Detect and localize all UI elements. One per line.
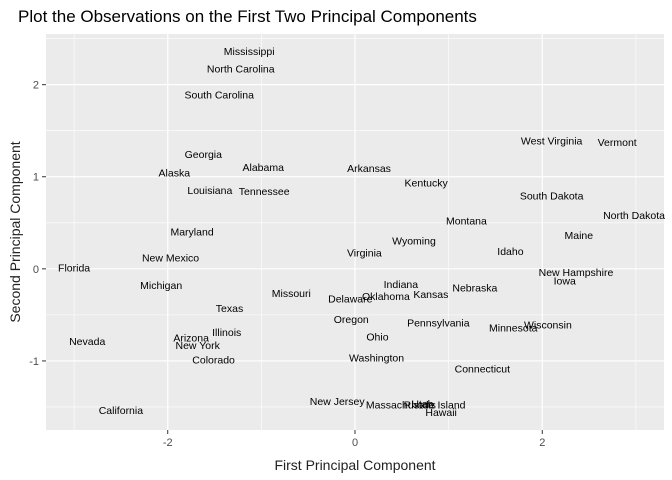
- point-label: Louisiana: [187, 185, 232, 197]
- point-label: Pennsylvania: [407, 318, 470, 330]
- point-label: Wyoming: [392, 236, 436, 248]
- point-label: Oregon: [334, 314, 369, 326]
- y-tick-label: 1: [33, 172, 39, 184]
- point-label: Alaska: [159, 168, 191, 180]
- point-label: Maryland: [170, 227, 213, 239]
- point-label: South Dakota: [520, 191, 584, 203]
- point-label: Illinois: [212, 327, 241, 339]
- point-label: Tennessee: [239, 186, 290, 198]
- x-axis-ticks: -2 0 2: [163, 430, 545, 449]
- point-label: Oklahoma: [362, 291, 410, 303]
- point-label: New Jersey: [310, 396, 366, 408]
- y-axis-title: Second Principal Component: [7, 141, 23, 322]
- point-label: Maine: [564, 230, 593, 242]
- point-label: Hawaii: [425, 407, 457, 419]
- point-label: North Dakota: [603, 210, 665, 222]
- point-label: Georgia: [185, 149, 223, 161]
- point-label: Rhode Island: [404, 400, 466, 412]
- point-label: Mississippi: [224, 46, 275, 58]
- point-label: Arkansas: [347, 163, 391, 175]
- point-label: Alabama: [243, 162, 285, 174]
- point-label: Iowa: [554, 275, 576, 287]
- point-label: Indiana: [384, 279, 419, 291]
- point-label: New Hampshire: [539, 267, 614, 279]
- x-tick-label: 2: [539, 437, 545, 449]
- x-tick-label: 0: [352, 437, 358, 449]
- point-label: Kansas: [413, 289, 448, 301]
- y-tick-label: -1: [29, 356, 39, 368]
- y-tick-label: 0: [33, 264, 39, 276]
- point-label: Minnesota: [489, 322, 538, 334]
- point-label: Ohio: [366, 331, 388, 343]
- point-label: Vermont: [598, 137, 637, 149]
- point-label: Missouri: [272, 288, 311, 300]
- point-label: Michigan: [140, 280, 182, 292]
- point-label: Connecticut: [455, 364, 511, 376]
- x-axis-title: First Principal Component: [274, 457, 435, 473]
- x-tick-label: -2: [163, 437, 173, 449]
- point-label: Kentucky: [405, 178, 449, 190]
- point-label: Delaware: [328, 294, 373, 306]
- point-label: Virginia: [347, 248, 382, 260]
- point-label: Montana: [446, 215, 487, 227]
- point-label: Nebraska: [452, 283, 497, 295]
- point-label: Colorado: [192, 355, 235, 367]
- point-label: California: [99, 405, 144, 417]
- point-label: South Carolina: [184, 89, 254, 101]
- point-label: Wisconsin: [524, 320, 572, 332]
- point-label: Florida: [58, 262, 90, 274]
- point-label: Arizona: [173, 332, 209, 344]
- grid-lines: [46, 34, 664, 430]
- point-label: Washington: [349, 353, 404, 365]
- point-label: West Virginia: [521, 135, 583, 147]
- point-label: New Mexico: [142, 252, 199, 264]
- y-axis-ticks: -1 0 1 2: [29, 80, 46, 368]
- chart-title: Plot the Observations on the First Two P…: [18, 7, 477, 26]
- point-label: North Carolina: [207, 63, 275, 75]
- point-label: Utah: [411, 399, 433, 411]
- y-tick-label: 2: [33, 80, 39, 92]
- point-label: Idaho: [497, 246, 523, 258]
- point-label: Nevada: [69, 336, 105, 348]
- point-label: New York: [176, 340, 221, 352]
- point-label: Texas: [216, 303, 243, 315]
- point-labels: Mississippi North Carolina South Carolina W…: [58, 46, 665, 419]
- point-label: Massachusetts: [366, 400, 436, 412]
